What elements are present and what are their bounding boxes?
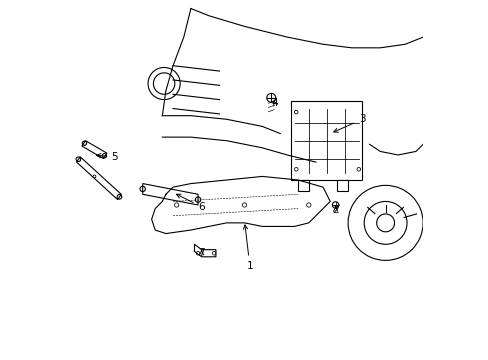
Polygon shape: [142, 184, 198, 205]
Polygon shape: [82, 141, 107, 158]
Polygon shape: [298, 180, 308, 191]
FancyBboxPatch shape: [290, 102, 362, 180]
Text: 1: 1: [243, 225, 253, 271]
Text: 5: 5: [96, 152, 117, 162]
Polygon shape: [337, 180, 347, 191]
Polygon shape: [77, 157, 121, 200]
Text: 7: 7: [198, 248, 204, 258]
Text: 3: 3: [333, 114, 365, 132]
Text: 2: 2: [332, 205, 338, 215]
Text: 6: 6: [176, 194, 204, 212]
Text: 4: 4: [271, 98, 278, 108]
